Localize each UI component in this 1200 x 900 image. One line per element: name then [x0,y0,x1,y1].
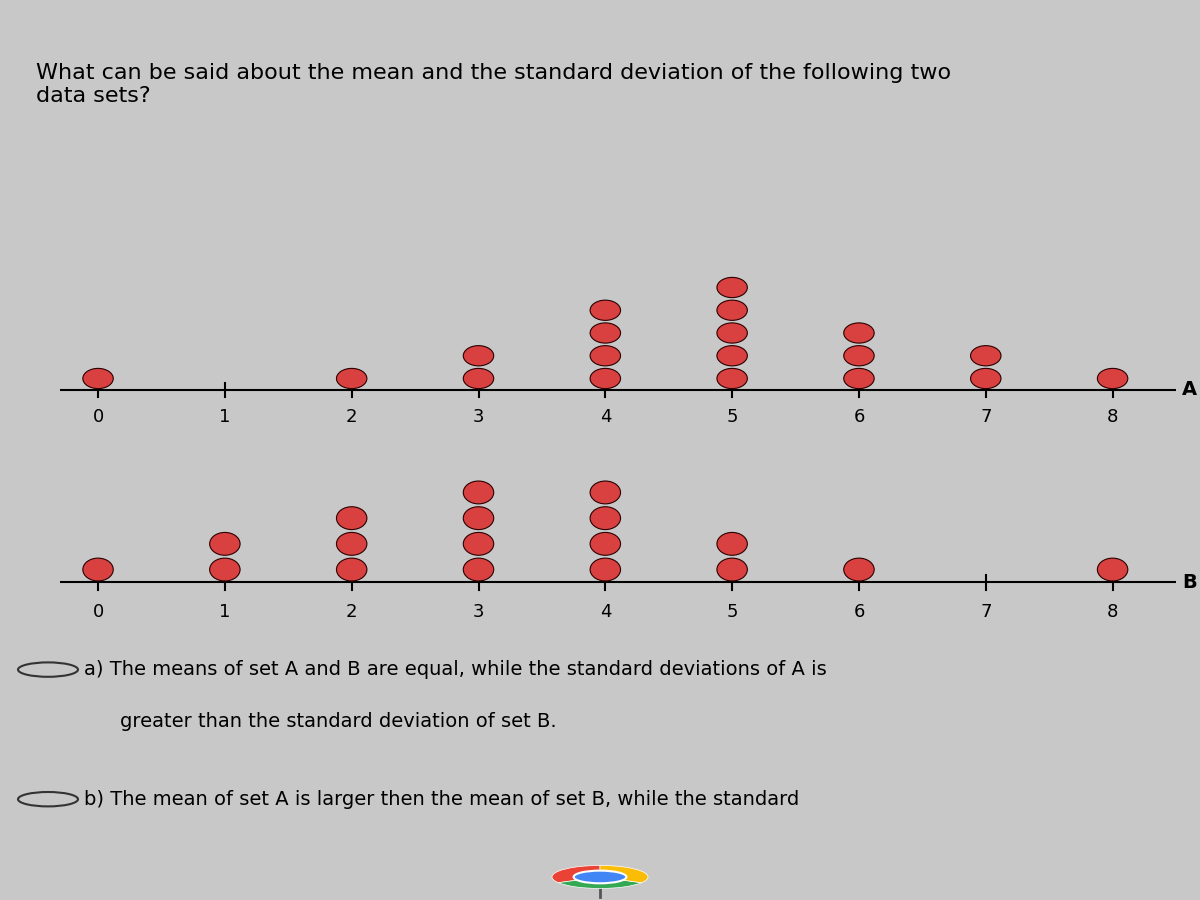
Circle shape [83,368,113,389]
Circle shape [844,368,874,389]
Circle shape [844,346,874,366]
Circle shape [844,558,874,581]
Circle shape [716,277,748,298]
Text: 1: 1 [220,409,230,427]
Wedge shape [558,877,642,888]
Text: 4: 4 [600,409,611,427]
Wedge shape [552,866,600,883]
Text: 6: 6 [853,603,865,621]
Text: 2: 2 [346,409,358,427]
Circle shape [336,368,367,389]
Wedge shape [600,866,648,883]
Text: 0: 0 [92,409,103,427]
Text: 8: 8 [1106,603,1118,621]
Circle shape [716,323,748,343]
Circle shape [590,300,620,320]
Circle shape [210,533,240,555]
Text: 7: 7 [980,409,991,427]
Circle shape [336,507,367,529]
Circle shape [844,323,874,343]
Circle shape [210,558,240,581]
Circle shape [1097,558,1128,581]
Text: 0: 0 [92,603,103,621]
Text: 7: 7 [980,603,991,621]
Text: greater than the standard deviation of set B.: greater than the standard deviation of s… [120,712,557,731]
Circle shape [971,368,1001,389]
Text: 6: 6 [853,409,865,427]
Text: 1: 1 [220,603,230,621]
Circle shape [83,558,113,581]
Circle shape [336,533,367,555]
Text: 8: 8 [1106,409,1118,427]
Circle shape [590,481,620,504]
Text: 3: 3 [473,603,485,621]
Text: 4: 4 [600,603,611,621]
Circle shape [463,346,493,366]
Circle shape [716,533,748,555]
Text: A: A [1182,381,1198,400]
Text: 5: 5 [726,409,738,427]
Circle shape [574,870,626,883]
Circle shape [716,300,748,320]
Circle shape [590,533,620,555]
Text: 2: 2 [346,603,358,621]
Circle shape [590,346,620,366]
Circle shape [971,346,1001,366]
Circle shape [463,507,493,529]
Circle shape [1097,368,1128,389]
Text: b) The mean of set A is larger then the mean of set B, while the standard: b) The mean of set A is larger then the … [84,789,799,809]
Circle shape [336,558,367,581]
Circle shape [590,558,620,581]
Text: 3: 3 [473,409,485,427]
Circle shape [716,346,748,366]
Circle shape [463,533,493,555]
Circle shape [463,368,493,389]
Circle shape [590,507,620,529]
Circle shape [590,368,620,389]
Text: What can be said about the mean and the standard deviation of the following two
: What can be said about the mean and the … [36,63,952,106]
Circle shape [716,558,748,581]
Text: B: B [1182,573,1198,592]
Text: a) The means of set A and B are equal, while the standard deviations of A is: a) The means of set A and B are equal, w… [84,660,827,680]
Text: 5: 5 [726,603,738,621]
Circle shape [590,323,620,343]
Circle shape [716,368,748,389]
Circle shape [463,558,493,581]
Circle shape [463,481,493,504]
